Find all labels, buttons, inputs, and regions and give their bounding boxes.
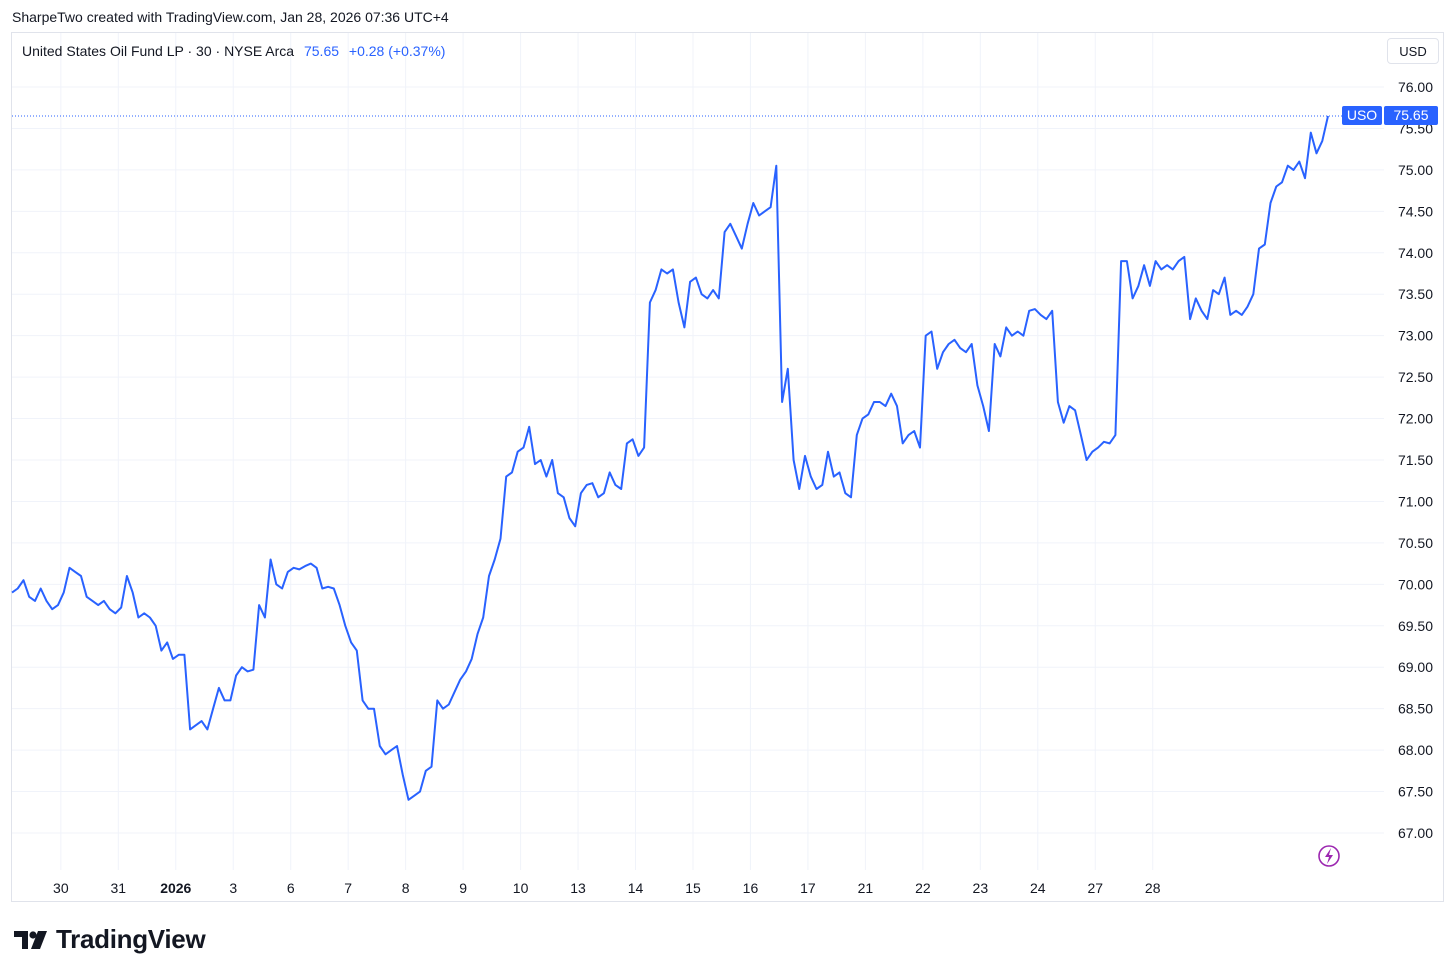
last-price: 75.65	[303, 43, 340, 59]
x-tick-label: 17	[800, 880, 816, 896]
x-axis: 30 31 2026 3 6 7 8 9 10 13 14 15 16 17 21 22 23 24 27 28	[53, 880, 1161, 896]
x-tick-label: 10	[513, 880, 529, 896]
brand-wordmark: TradingView	[56, 924, 206, 954]
y-tick-label: 71.50	[1398, 452, 1433, 468]
x-tick-label: 15	[685, 880, 701, 896]
x-tick-label: 31	[111, 880, 127, 896]
chart-frame	[11, 32, 1444, 902]
symbol-title: United States Oil Fund LP · 30 · NYSE Ar…	[22, 43, 295, 59]
y-tick-label: 73.50	[1398, 286, 1433, 302]
y-tick-label: 74.50	[1398, 203, 1433, 219]
x-tick-label: 3	[229, 880, 237, 896]
x-tick-label: 13	[570, 880, 586, 896]
x-tick-label: 14	[628, 880, 644, 896]
y-tick-label: 69.00	[1398, 659, 1433, 675]
y-tick-label: 69.50	[1398, 618, 1433, 634]
x-tick-label: 22	[915, 880, 931, 896]
x-tick-label: 16	[743, 880, 759, 896]
y-tick-label: 76.00	[1398, 79, 1433, 95]
x-tick-label: 30	[53, 880, 69, 896]
y-tick-label: 72.00	[1398, 411, 1433, 427]
x-tick-label: 24	[1030, 880, 1046, 896]
x-tick-label: 6	[287, 880, 295, 896]
x-tick-label: 23	[973, 880, 989, 896]
y-tick-label: 72.50	[1398, 369, 1433, 385]
x-tick-label: 2026	[160, 880, 191, 896]
x-tick-label: 27	[1087, 880, 1103, 896]
grid	[12, 33, 1384, 870]
y-tick-label: 75.00	[1398, 162, 1433, 178]
x-tick-label: 7	[344, 880, 352, 896]
y-tick-label: 70.50	[1398, 535, 1433, 551]
y-tick-label: 70.00	[1398, 576, 1433, 592]
currency-button[interactable]: USD	[1387, 38, 1439, 64]
badge-ticker: USO	[1347, 107, 1377, 123]
y-tick-label: 71.00	[1398, 493, 1433, 509]
price-change: +0.28 (+0.37%)	[348, 43, 446, 59]
badge-price: 75.65	[1393, 107, 1428, 123]
price-line	[11, 115, 1329, 801]
y-tick-label: 67.50	[1398, 784, 1433, 800]
chart-legend: United States Oil Fund LP · 30 · NYSE Ar…	[22, 43, 445, 59]
y-tick-label: 68.50	[1398, 701, 1433, 717]
lightning-icon[interactable]	[1318, 845, 1340, 867]
x-tick-label: 28	[1145, 880, 1161, 896]
y-tick-label: 73.00	[1398, 328, 1433, 344]
x-tick-label: 21	[858, 880, 874, 896]
y-tick-label: 67.00	[1398, 825, 1433, 841]
y-tick-label: 68.00	[1398, 742, 1433, 758]
x-tick-label: 9	[459, 880, 467, 896]
chart-caption: SharpeTwo created with TradingView.com, …	[12, 9, 449, 25]
y-tick-label: 74.00	[1398, 245, 1433, 261]
tradingview-logo-icon	[14, 930, 47, 949]
y-axis: 76.0075.5075.0074.5074.0073.5073.0072.50…	[1398, 79, 1433, 841]
tradingview-logo[interactable]: TradingView	[14, 924, 206, 955]
price-badge: USO 75.65	[1342, 106, 1438, 125]
x-tick-label: 8	[402, 880, 410, 896]
